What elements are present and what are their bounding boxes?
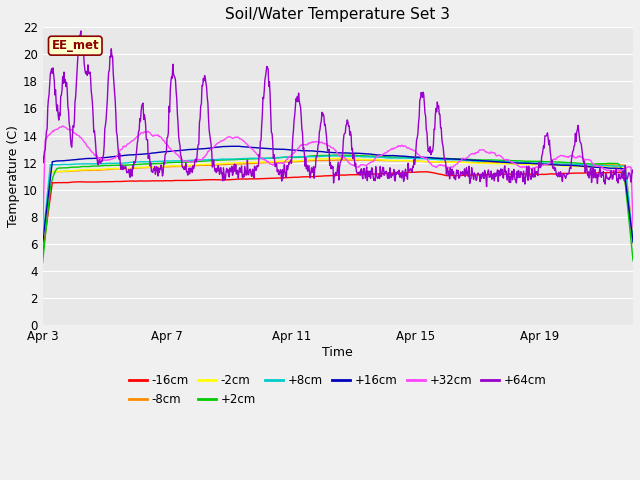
Line: +2cm: +2cm (43, 155, 633, 263)
+16cm (629, 239, 637, 245)
+64cm (483, 184, 490, 190)
+16cm (246, 144, 254, 150)
+64cm (246, 166, 254, 172)
-16cm (532, 171, 540, 177)
+16cm (532, 161, 540, 167)
+16cm (412, 154, 419, 160)
+64cm (39, 154, 47, 160)
-16cm (314, 173, 321, 179)
+32cm (39, 231, 47, 237)
+2cm (314, 153, 321, 158)
+2cm (333, 152, 340, 158)
Line: +16cm: +16cm (43, 146, 633, 244)
Line: -16cm: -16cm (43, 172, 633, 254)
-2cm (388, 157, 396, 163)
+16cm (388, 153, 396, 158)
Y-axis label: Temperature (C): Temperature (C) (7, 125, 20, 227)
-8cm (338, 157, 346, 163)
+2cm (246, 156, 253, 162)
+16cm (164, 149, 172, 155)
+8cm (328, 153, 336, 159)
-8cm (629, 237, 637, 243)
+32cm (629, 224, 637, 230)
+32cm (314, 139, 322, 145)
+16cm (234, 144, 241, 149)
Line: +32cm: +32cm (43, 126, 633, 234)
-2cm (532, 162, 540, 168)
+32cm (532, 165, 540, 170)
-8cm (39, 240, 47, 246)
Title: Soil/Water Temperature Set 3: Soil/Water Temperature Set 3 (225, 7, 451, 22)
+8cm (246, 156, 253, 161)
+2cm (39, 260, 47, 265)
+64cm (388, 172, 396, 178)
+32cm (412, 148, 419, 154)
+32cm (59, 123, 67, 129)
-8cm (412, 158, 419, 164)
+8cm (388, 155, 396, 161)
Line: +64cm: +64cm (43, 31, 633, 187)
-2cm (39, 242, 47, 248)
-2cm (314, 156, 321, 162)
+64cm (314, 142, 322, 148)
+8cm (39, 239, 47, 245)
-16cm (388, 170, 396, 176)
-8cm (388, 158, 396, 164)
+8cm (532, 160, 540, 166)
+64cm (629, 169, 637, 175)
+32cm (246, 144, 254, 150)
+32cm (165, 145, 173, 151)
-16cm (246, 176, 253, 182)
-16cm (39, 251, 47, 257)
Line: -8cm: -8cm (43, 160, 633, 243)
+64cm (77, 28, 84, 34)
+16cm (39, 241, 47, 247)
+64cm (532, 170, 540, 176)
-8cm (246, 161, 253, 167)
-16cm (629, 240, 637, 246)
-8cm (314, 157, 321, 163)
-2cm (246, 159, 253, 165)
+8cm (629, 240, 637, 245)
+2cm (412, 155, 419, 160)
+8cm (164, 158, 172, 164)
Line: -2cm: -2cm (43, 158, 633, 245)
+16cm (314, 149, 322, 155)
+64cm (412, 156, 419, 162)
Text: EE_met: EE_met (51, 39, 99, 52)
-8cm (532, 161, 540, 167)
-2cm (629, 240, 637, 246)
-16cm (422, 169, 430, 175)
-2cm (334, 156, 342, 161)
+2cm (629, 258, 637, 264)
+32cm (388, 146, 396, 152)
-16cm (411, 169, 419, 175)
X-axis label: Time: Time (323, 346, 353, 359)
+2cm (164, 160, 172, 166)
+2cm (532, 158, 540, 164)
Legend: -16cm, -8cm, -2cm, +2cm, +8cm, +16cm, +32cm, +64cm: -16cm, -8cm, -2cm, +2cm, +8cm, +16cm, +3… (124, 370, 551, 411)
+64cm (165, 103, 173, 109)
-2cm (412, 158, 419, 164)
-8cm (164, 164, 172, 170)
+2cm (388, 154, 396, 160)
+8cm (412, 156, 419, 161)
-2cm (164, 163, 172, 169)
+8cm (314, 154, 321, 159)
Line: +8cm: +8cm (43, 156, 633, 242)
-16cm (164, 178, 172, 184)
